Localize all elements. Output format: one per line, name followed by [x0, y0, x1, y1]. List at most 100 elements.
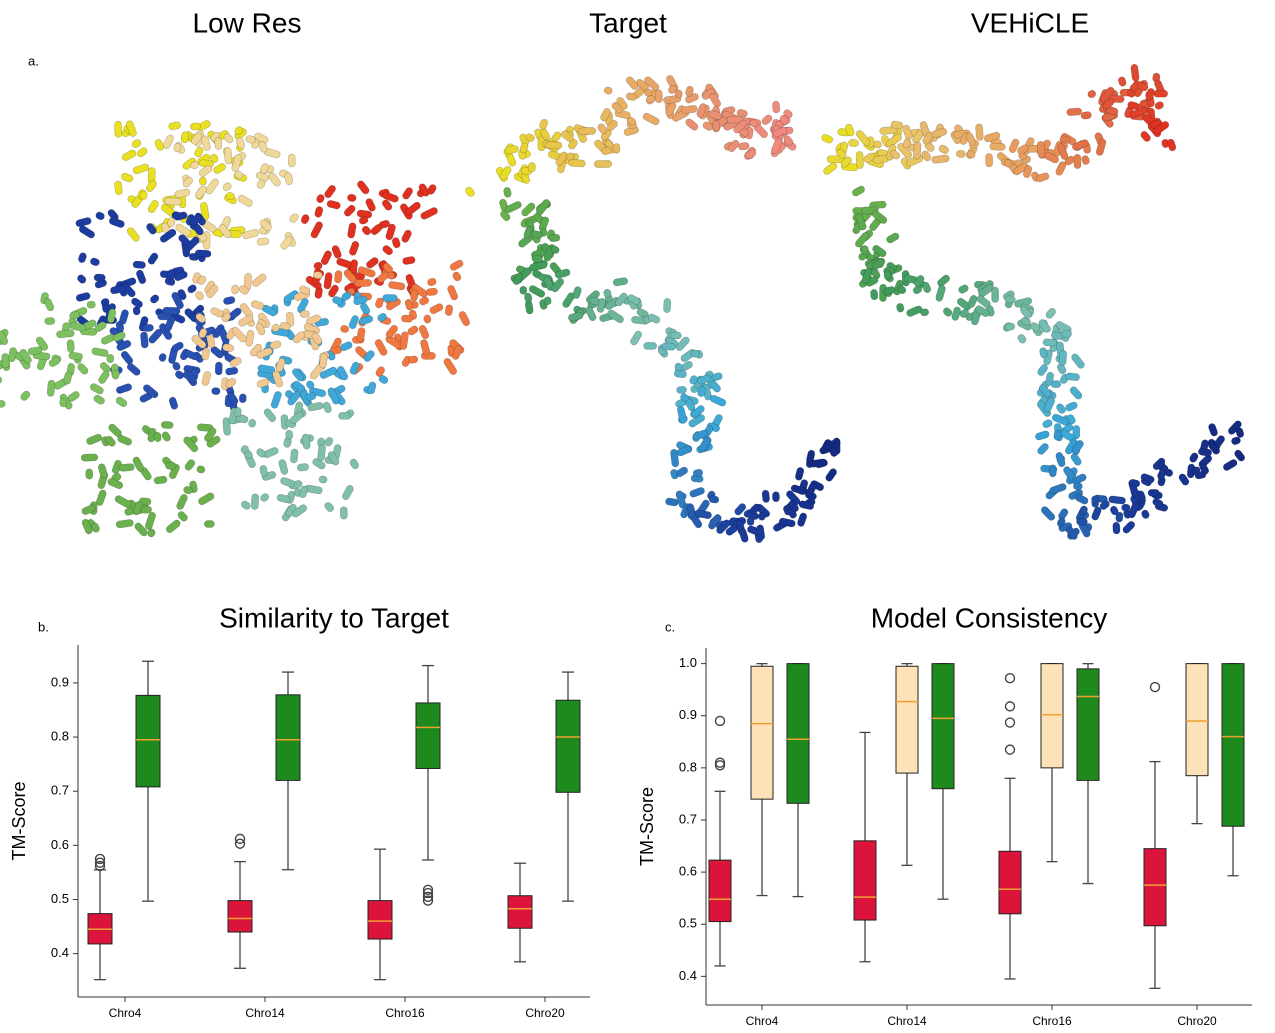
bead — [760, 113, 773, 126]
box — [1041, 664, 1063, 768]
bead — [119, 463, 135, 471]
bead — [418, 324, 430, 340]
bead — [1131, 64, 1140, 82]
bead — [215, 362, 222, 375]
bead — [161, 430, 172, 442]
bead — [420, 206, 439, 220]
bead — [76, 362, 89, 376]
box — [896, 666, 918, 773]
bead — [315, 193, 325, 204]
bead — [861, 245, 868, 255]
bead — [81, 454, 98, 462]
bead — [709, 495, 720, 503]
bead — [644, 342, 657, 349]
bead — [56, 329, 74, 338]
bead — [115, 121, 122, 137]
bead — [68, 352, 83, 361]
bead — [184, 458, 197, 472]
box — [999, 851, 1021, 914]
bead — [0, 373, 3, 385]
box — [228, 901, 252, 932]
y-tick-label: 0.6 — [51, 837, 69, 852]
bead — [176, 493, 189, 510]
bead — [677, 406, 688, 424]
y-tick-label: 0.4 — [679, 968, 697, 983]
bead — [383, 295, 398, 302]
box — [1186, 664, 1208, 776]
outlier — [1006, 745, 1015, 754]
bead — [578, 127, 596, 135]
bead — [418, 296, 429, 306]
bead — [884, 270, 892, 280]
bead — [174, 143, 181, 152]
bead — [1188, 452, 1199, 464]
bead — [1070, 352, 1086, 369]
bead — [1051, 381, 1061, 388]
bead — [95, 211, 106, 221]
y-tick-label: 0.9 — [51, 674, 69, 689]
y-tick-label: 0.9 — [679, 707, 697, 722]
bead — [990, 143, 1006, 151]
bead — [167, 269, 175, 280]
bead — [270, 390, 282, 409]
bead — [529, 261, 548, 272]
bead — [1005, 323, 1015, 331]
bead — [1055, 451, 1066, 467]
bead — [132, 163, 150, 175]
bead — [606, 309, 625, 325]
bead — [1081, 111, 1092, 119]
bead — [691, 350, 700, 357]
x-tick-label: Chro4 — [109, 1006, 142, 1020]
bead — [1067, 108, 1083, 116]
bead — [1059, 350, 1067, 366]
x-tick-label: Chro14 — [245, 1006, 285, 1020]
bead — [285, 430, 293, 440]
bead — [279, 476, 295, 488]
bead — [259, 492, 270, 503]
y-tick-label: 0.7 — [679, 811, 697, 826]
bead — [1044, 307, 1057, 320]
bead — [204, 520, 214, 527]
bead — [446, 284, 458, 301]
bead — [354, 279, 372, 287]
bead — [1222, 458, 1238, 472]
bead — [1070, 452, 1083, 467]
bead — [349, 361, 361, 376]
bead — [171, 211, 180, 219]
bead — [300, 310, 309, 317]
bead — [237, 194, 254, 208]
bead — [851, 185, 866, 197]
bead — [89, 382, 105, 395]
bead — [870, 289, 878, 300]
bead — [331, 244, 342, 259]
y-tick-label: 0.6 — [679, 864, 697, 879]
bead — [1053, 430, 1061, 441]
x-tick-label: Chro14 — [887, 1014, 927, 1028]
bead — [1091, 506, 1103, 521]
bead — [340, 507, 347, 520]
bead — [931, 155, 949, 164]
bead — [1040, 505, 1056, 522]
bead — [1087, 89, 1097, 99]
bead — [186, 283, 197, 294]
bead — [762, 490, 770, 503]
bead — [644, 89, 652, 96]
bead — [251, 273, 268, 288]
bead — [410, 290, 418, 302]
bead — [147, 252, 160, 266]
bead — [1121, 504, 1130, 511]
bead — [87, 301, 96, 308]
bead — [1043, 339, 1057, 347]
outlier — [1006, 718, 1015, 727]
bead — [319, 353, 328, 369]
bead — [356, 179, 371, 195]
bead — [1148, 489, 1159, 496]
bead — [348, 240, 360, 256]
bead — [1108, 496, 1126, 505]
x-tick-label: Chro16 — [385, 1006, 425, 1020]
bead — [365, 197, 377, 212]
y-tick-label: 0.5 — [51, 891, 69, 906]
bead — [263, 407, 278, 423]
bead — [269, 340, 282, 350]
bead — [63, 371, 72, 385]
